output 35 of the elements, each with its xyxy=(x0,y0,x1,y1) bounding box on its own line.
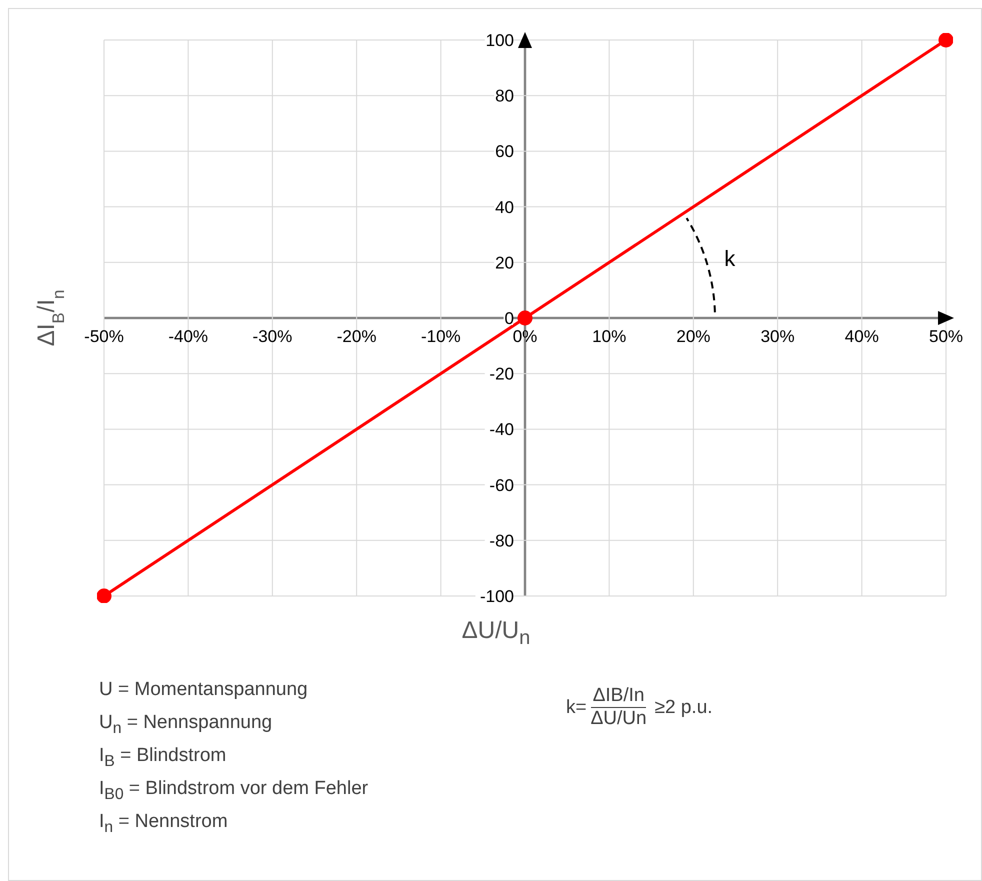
text: U$_{n}$ = Nennspannung xyxy=(99,712,272,738)
y-tick-label: -100 xyxy=(480,587,514,606)
y-tick-label: 0 xyxy=(504,309,514,328)
point xyxy=(938,33,953,48)
x-tick-label: -20% xyxy=(336,327,376,346)
x-tick-label: 20% xyxy=(676,327,710,346)
point xyxy=(518,310,532,326)
y-tick-label: -80 xyxy=(489,531,514,550)
x-tick-label: 40% xyxy=(844,327,879,346)
y-tick-label: 20 xyxy=(495,253,514,272)
x-tick-label: 10% xyxy=(592,327,626,346)
x-tick-label: -10% xyxy=(420,327,461,346)
y-tick-label: -20 xyxy=(489,364,514,384)
text: U = Momentanspannung xyxy=(99,679,308,701)
x-tick-label: -40% xyxy=(168,327,208,346)
y-tick-label: 40 xyxy=(495,198,514,217)
x-tick-label: 30% xyxy=(760,327,795,346)
text: I$_{B}$ = Blindstrom xyxy=(99,745,226,771)
y-tick-label: 80 xyxy=(495,86,514,106)
x-tick-label: 50% xyxy=(928,327,964,346)
x-tick-label: -30% xyxy=(252,327,292,346)
text: ≥2 p.u. xyxy=(654,696,713,718)
x-tick-label: -50% xyxy=(84,327,124,346)
text: I$_{n}$ = Nennstrom xyxy=(99,811,228,837)
y-tick-label: 60 xyxy=(495,142,514,162)
text: k= xyxy=(566,696,587,718)
y-tick-label: -60 xyxy=(489,476,514,495)
text: ΔIB/In xyxy=(590,685,646,708)
text: ΔU/Un xyxy=(590,708,648,730)
annotation: k xyxy=(724,246,736,272)
x-axis-title: ΔU/U$_{n}$ xyxy=(460,617,532,650)
y-tick-label: 100 xyxy=(486,31,514,50)
y-tick-label: -40 xyxy=(489,420,514,440)
text: I$_{B0}$ = Blindstrom vor dem Fehler xyxy=(99,778,368,804)
point xyxy=(97,588,112,603)
